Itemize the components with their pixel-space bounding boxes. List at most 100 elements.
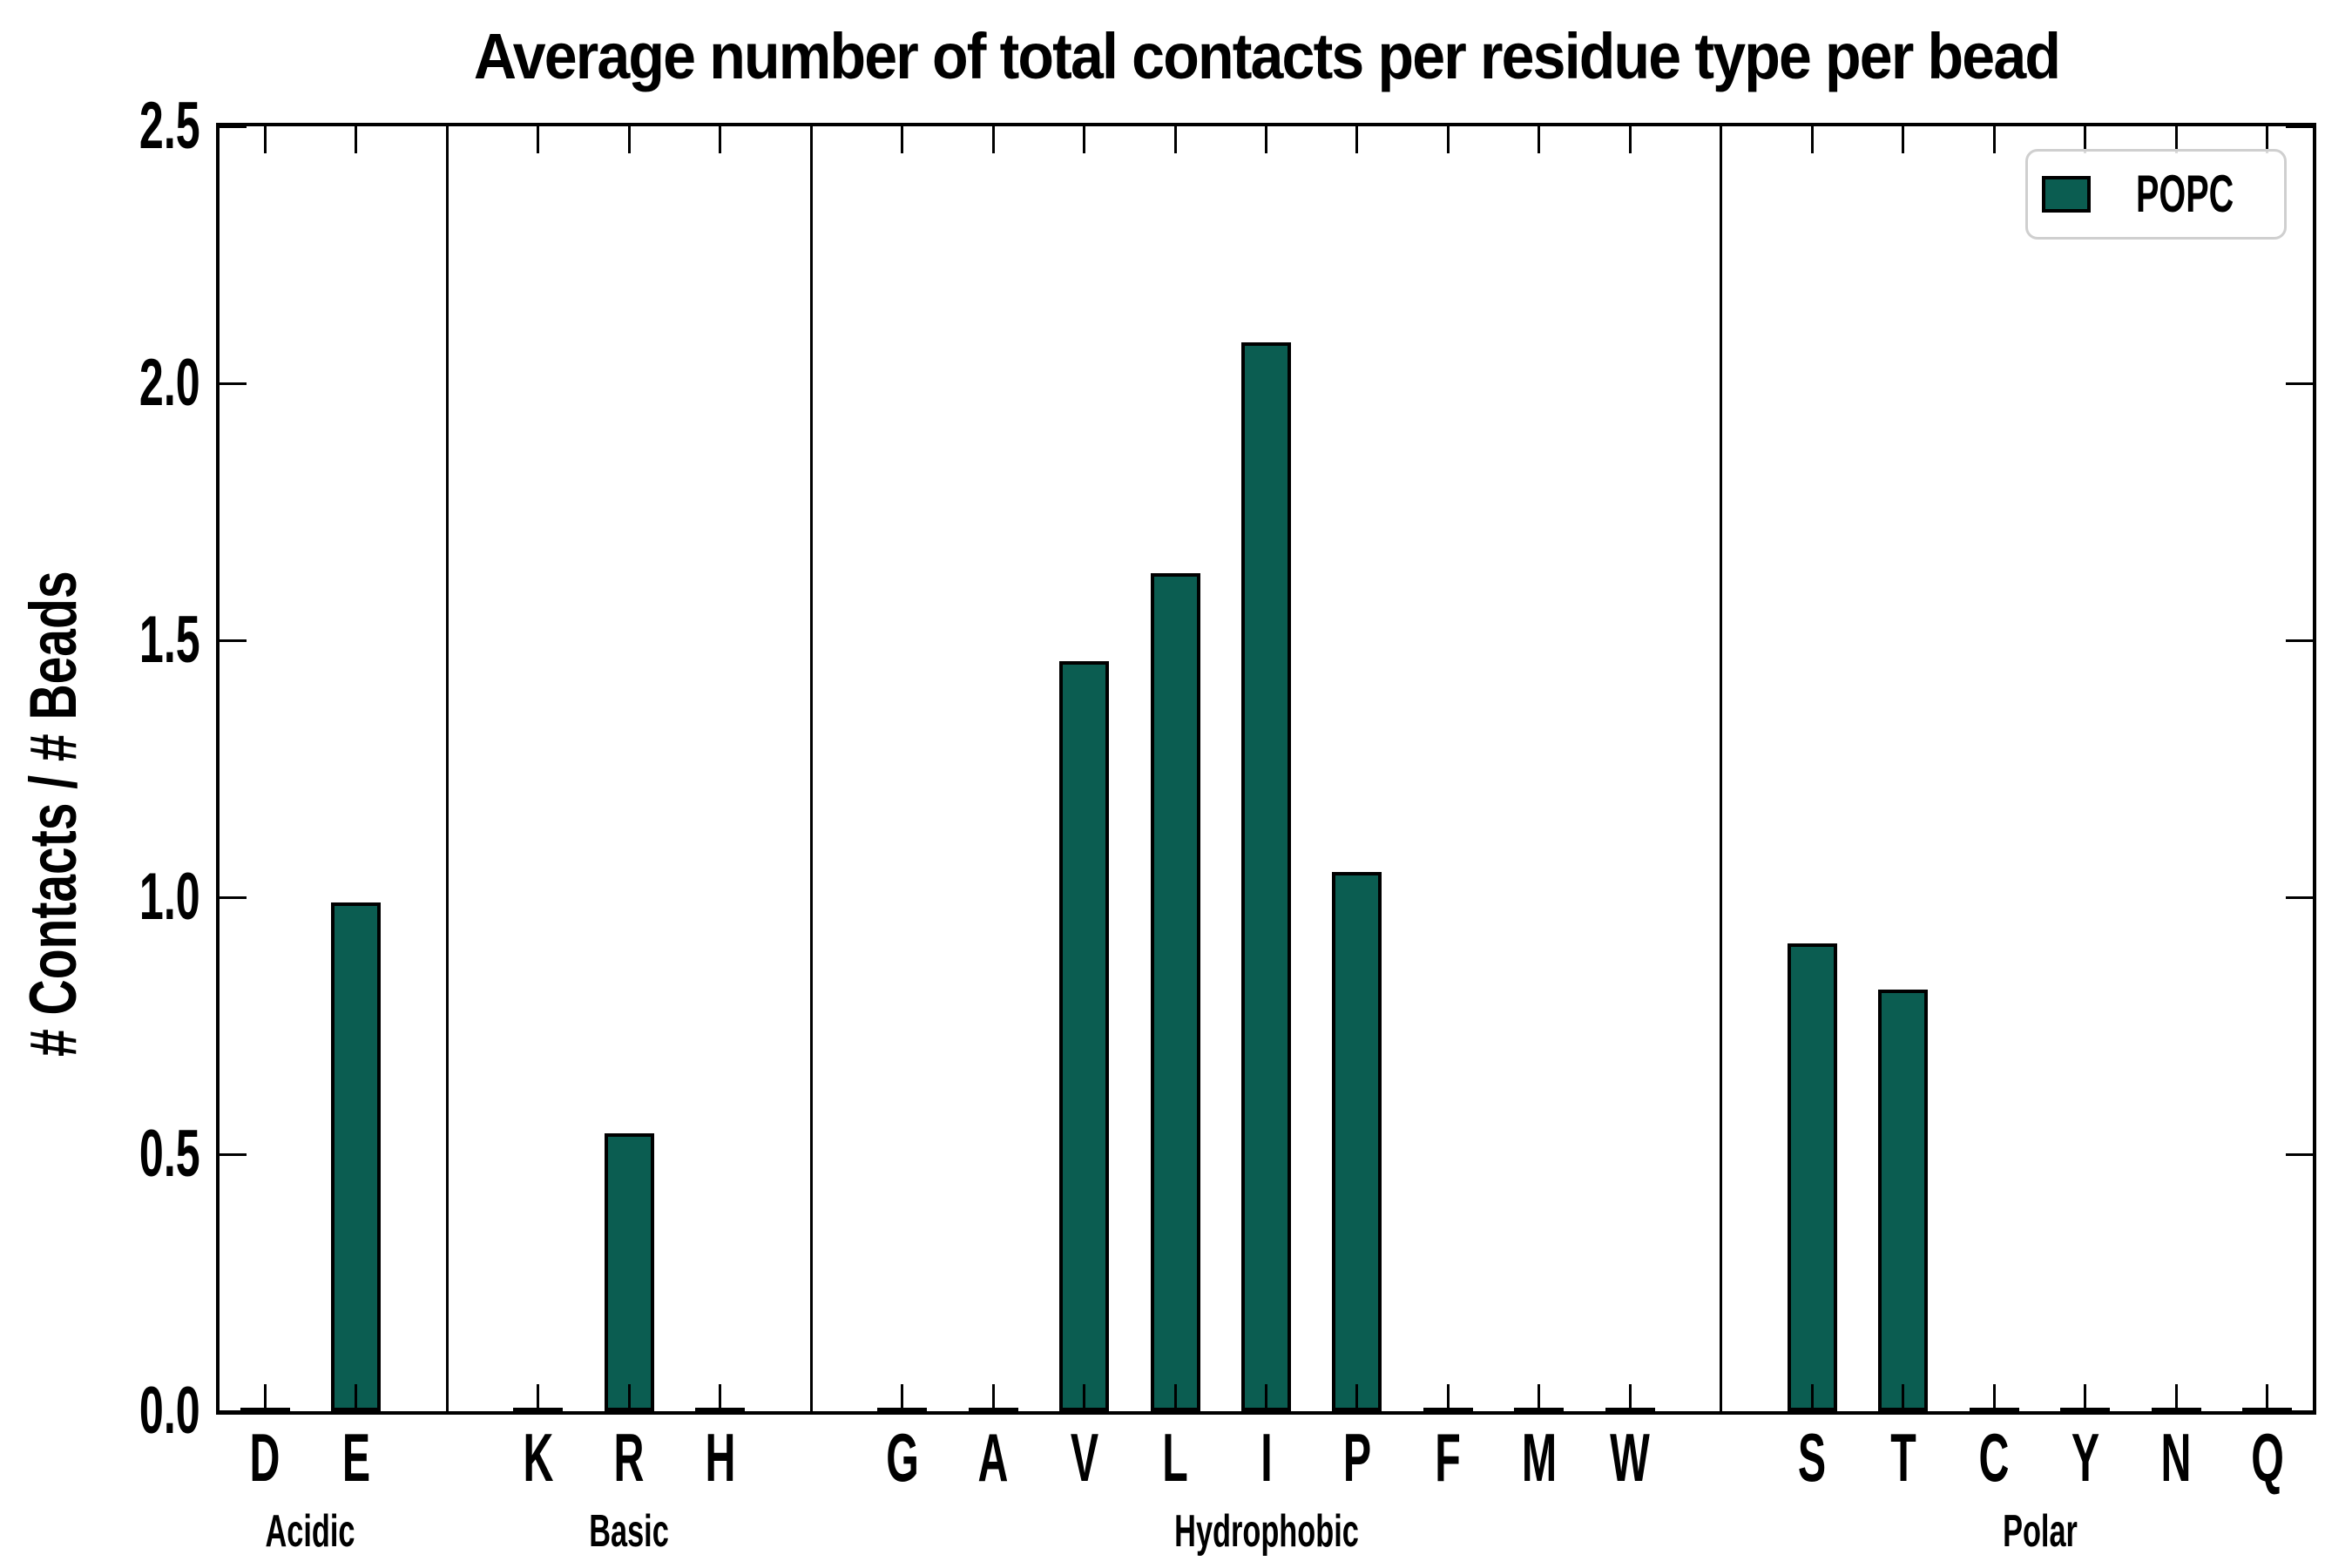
x-tick-top-F: [1446, 126, 1450, 153]
x-tick-top-T: [1902, 126, 1905, 153]
group-label-basic: Basic: [589, 1506, 669, 1557]
x-tick-top-G: [901, 126, 904, 153]
x-tick-label-R: R: [613, 1419, 645, 1496]
x-tick-label-Q: Q: [2250, 1419, 2284, 1496]
x-tick-label-Y: Y: [2071, 1419, 2099, 1496]
x-tick-label-T: T: [1890, 1419, 1916, 1496]
bar-S: [1787, 943, 1837, 1411]
x-tick-top-L: [1173, 126, 1177, 153]
group-label-polar: Polar: [2002, 1506, 2078, 1557]
y-tick-right-0.5: [2286, 1152, 2313, 1156]
group-separator-1: [445, 126, 449, 1411]
x-tick-bottom-H: [719, 1384, 722, 1411]
x-tick-bottom-R: [627, 1384, 631, 1411]
x-tick-bottom-Q: [2266, 1384, 2269, 1411]
legend: POPC: [2025, 149, 2287, 240]
x-tick-bottom-Y: [2084, 1384, 2087, 1411]
y-tick-label-0.0: 0.0: [139, 1374, 200, 1448]
x-tick-top-N: [2174, 126, 2178, 153]
y-tick-left-0.0: [220, 1409, 247, 1413]
x-tick-top-C: [1992, 126, 1996, 153]
x-tick-bottom-E: [355, 1384, 358, 1411]
bar-T: [1878, 990, 1929, 1411]
x-tick-bottom-P: [1355, 1384, 1359, 1411]
y-tick-label-2.0: 2.0: [139, 346, 200, 420]
x-tick-top-R: [627, 126, 631, 153]
bar-I: [1241, 341, 1291, 1411]
y-tick-right-0.0: [2286, 1409, 2313, 1413]
x-tick-bottom-F: [1446, 1384, 1450, 1411]
plot-area: POPC: [216, 123, 2316, 1415]
legend-label-popc: POPC: [2135, 165, 2234, 223]
x-tick-label-L: L: [1162, 1419, 1188, 1496]
x-tick-top-Y: [2084, 126, 2087, 153]
x-tick-top-M: [1538, 126, 1541, 153]
bar-L: [1150, 573, 1200, 1411]
x-tick-bottom-V: [1083, 1384, 1086, 1411]
group-separator-2: [809, 126, 813, 1411]
x-tick-bottom-D: [263, 1384, 267, 1411]
x-tick-top-E: [355, 126, 358, 153]
x-tick-top-V: [1083, 126, 1086, 153]
x-tick-bottom-M: [1538, 1384, 1541, 1411]
y-tick-left-2.5: [220, 125, 247, 128]
group-separator-3: [1720, 126, 1723, 1411]
x-tick-bottom-K: [537, 1384, 540, 1411]
y-tick-right-1.0: [2286, 896, 2313, 899]
x-tick-label-N: N: [2160, 1419, 2192, 1496]
x-tick-bottom-W: [1628, 1384, 1632, 1411]
x-tick-top-H: [719, 126, 722, 153]
x-tick-label-C: C: [1978, 1419, 2010, 1496]
x-tick-top-I: [1265, 126, 1267, 153]
x-tick-label-S: S: [1798, 1419, 1827, 1496]
x-tick-label-K: K: [523, 1419, 554, 1496]
group-label-hydrophobic: Hydrophobic: [1173, 1506, 1359, 1557]
y-tick-label-1.5: 1.5: [139, 603, 200, 677]
x-tick-top-D: [263, 126, 267, 153]
x-tick-bottom-T: [1902, 1384, 1905, 1411]
y-axis-label: # Contacts / # Beads: [17, 570, 91, 1057]
y-tick-left-0.5: [220, 1152, 247, 1156]
group-label-acidic: Acidic: [265, 1506, 355, 1557]
y-tick-label-2.5: 2.5: [139, 89, 200, 163]
x-tick-label-M: M: [1521, 1419, 1558, 1496]
x-tick-label-I: I: [1260, 1419, 1273, 1496]
x-tick-top-K: [537, 126, 540, 153]
y-tick-right-2.0: [2286, 382, 2313, 385]
x-tick-label-A: A: [977, 1419, 1009, 1496]
x-tick-bottom-L: [1173, 1384, 1177, 1411]
y-tick-label-0.5: 0.5: [139, 1117, 200, 1191]
y-tick-right-2.5: [2286, 125, 2313, 128]
x-tick-bottom-I: [1265, 1384, 1267, 1411]
x-tick-label-P: P: [1342, 1419, 1372, 1496]
y-tick-left-1.5: [220, 639, 247, 642]
x-tick-bottom-C: [1992, 1384, 1996, 1411]
x-tick-label-H: H: [705, 1419, 736, 1496]
x-tick-label-V: V: [1070, 1419, 1098, 1496]
x-tick-label-G: G: [885, 1419, 919, 1496]
bar-E: [331, 902, 382, 1411]
legend-swatch-popc: [2042, 176, 2091, 213]
x-tick-label-E: E: [341, 1419, 370, 1496]
bar-P: [1332, 871, 1382, 1411]
x-tick-top-W: [1628, 126, 1632, 153]
x-tick-top-A: [991, 126, 995, 153]
x-tick-label-D: D: [249, 1419, 280, 1496]
bar-R: [604, 1133, 654, 1411]
chart-title: Average number of total contacts per res…: [473, 20, 2060, 92]
x-tick-bottom-G: [901, 1384, 904, 1411]
y-tick-label-1.0: 1.0: [139, 860, 200, 934]
bar-V: [1059, 660, 1110, 1411]
y-tick-left-2.0: [220, 382, 247, 385]
x-tick-label-F: F: [1435, 1419, 1462, 1496]
x-tick-bottom-S: [1810, 1384, 1814, 1411]
x-tick-bottom-N: [2174, 1384, 2178, 1411]
y-tick-left-1.0: [220, 896, 247, 899]
x-tick-top-S: [1810, 126, 1814, 153]
x-tick-bottom-A: [991, 1384, 995, 1411]
x-tick-top-Q: [2266, 126, 2269, 153]
x-tick-top-P: [1355, 126, 1359, 153]
x-tick-label-W: W: [1610, 1419, 1651, 1496]
y-tick-right-1.5: [2286, 639, 2313, 642]
